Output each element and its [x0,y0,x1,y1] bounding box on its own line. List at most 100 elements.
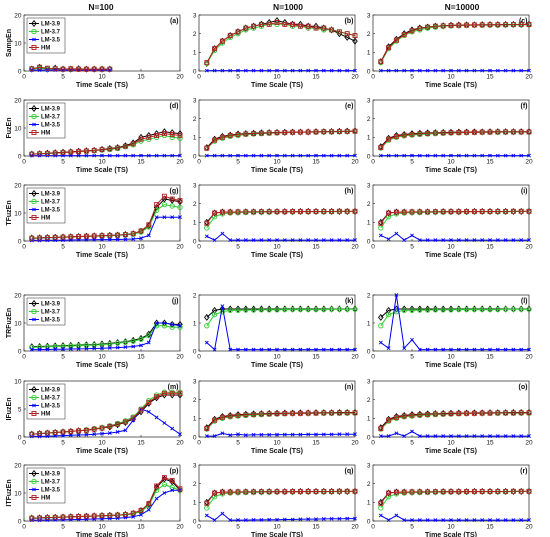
series-line [31,66,110,70]
data-point [235,489,241,495]
data-point [385,306,392,314]
data-point [122,512,128,518]
data-point [258,307,265,313]
panel-label: (d) [170,103,179,110]
x-tick-label: 0 [371,524,375,531]
data-point [527,434,531,438]
data-point [243,347,248,352]
data-point [154,483,160,489]
data-point [170,426,175,431]
data-point [211,311,218,318]
y-tick-label: 2 [193,116,197,123]
y-tick-label: 0 [193,348,197,355]
data-point [519,434,524,438]
data-point [345,432,350,437]
data-point [464,518,469,522]
data-point [305,306,311,313]
data-point [510,129,516,135]
data-point [212,238,217,242]
data-point [314,347,318,352]
data-point [510,487,517,496]
data-point [146,507,151,512]
data-point [84,432,89,437]
data-point [393,209,399,215]
chart-panel-b: 0 5 10 15 20 0 1 2 3 Time Scale (TS) (b) [193,12,359,89]
y-ticks: 0 1 2 3 [367,182,375,245]
x-tick-label: 20 [176,244,184,251]
data-point [37,238,42,243]
data-point [321,238,326,242]
series-line [380,24,529,62]
data-point [235,305,241,313]
data-point [503,209,509,214]
data-point [228,518,233,522]
series-LM-3.5 [204,153,357,158]
y-tick-label: 5 [18,406,22,413]
legend-item: LM-3.9 [29,104,61,113]
data-point [305,489,311,494]
legend-label: LM-3.7 [41,396,61,402]
data-point [378,340,383,345]
y-tick-label: 0 [18,238,22,245]
x-tick-label: 20 [351,244,359,251]
data-point [344,488,350,494]
y-ticks: 0 1 2 3 [193,378,201,441]
data-point [282,432,287,437]
legend-label: LM-3.9 [41,388,61,394]
data-point [519,347,524,352]
data-point [527,68,531,73]
x-tick-label: 15 [486,159,494,166]
data-point [83,65,90,73]
data-point [274,411,280,417]
x-tick-label: 10 [447,159,455,166]
data-point [107,431,112,435]
data-point [471,22,477,28]
legend-marker [32,487,36,492]
data-point [321,209,327,214]
legend-marker [31,19,37,28]
x-tick-label: 5 [61,159,65,166]
data-point [518,207,524,216]
data-point [488,238,492,242]
data-point [44,65,50,71]
data-point [433,238,438,242]
data-point [274,209,280,215]
y-axis-label: SampEn [6,29,13,57]
data-point [495,410,501,416]
legend-label: LM-3.7 [41,200,61,206]
data-point [432,23,438,29]
data-point [393,208,400,216]
data-point [456,347,461,352]
legend-label: HM [41,216,50,222]
data-point [275,68,279,73]
data-point [394,431,399,436]
data-point [378,153,383,158]
data-point [321,306,327,313]
data-point [321,153,326,158]
data-point [386,490,392,496]
y-tick-label: 20 [14,182,22,189]
y-tick-label: 0 [367,68,371,75]
x-tick-label: 20 [525,354,533,361]
data-point [29,347,34,352]
series-HM [29,64,113,72]
data-point [211,494,218,500]
series-line [206,210,355,224]
data-point [386,153,391,158]
data-point [510,306,517,312]
data-point [417,518,422,522]
data-point [68,347,73,351]
data-point [527,238,531,242]
data-point [282,21,288,27]
x-tick-label: 15 [312,74,320,81]
data-point [130,231,136,237]
legend-item: HM [29,45,50,52]
data-point [464,129,470,135]
plot-frame [372,294,530,352]
data-point [394,153,399,158]
data-point [91,66,97,72]
x-tick-label: 0 [22,440,26,447]
data-point [409,28,415,34]
data-point [378,59,384,65]
